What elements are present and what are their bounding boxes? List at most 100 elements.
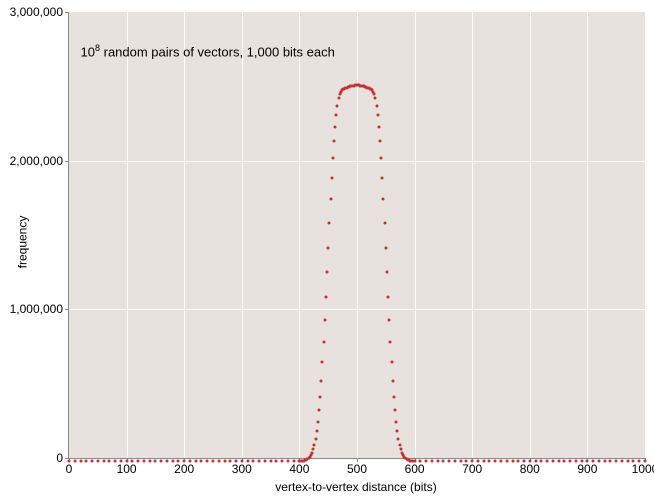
gridline-v bbox=[184, 12, 185, 458]
data-point bbox=[376, 113, 379, 116]
data-point bbox=[379, 139, 382, 142]
data-point bbox=[206, 459, 209, 462]
data-point bbox=[183, 459, 186, 462]
data-point bbox=[494, 459, 497, 462]
y-tick-label: 2,000,000 bbox=[10, 154, 63, 168]
data-point bbox=[546, 459, 549, 462]
data-point bbox=[323, 319, 326, 322]
data-point bbox=[375, 104, 378, 107]
data-point bbox=[392, 395, 395, 398]
data-point bbox=[391, 379, 394, 382]
data-point bbox=[258, 459, 261, 462]
x-tick-label: 900 bbox=[577, 462, 597, 476]
data-point bbox=[528, 459, 531, 462]
data-point bbox=[389, 341, 392, 344]
data-point bbox=[200, 459, 203, 462]
data-point bbox=[188, 459, 191, 462]
data-point bbox=[517, 459, 520, 462]
y-tick-mark bbox=[65, 309, 69, 310]
data-point bbox=[235, 459, 238, 462]
data-point bbox=[394, 409, 397, 412]
data-point bbox=[311, 451, 314, 454]
data-point bbox=[425, 459, 428, 462]
gridline-h bbox=[69, 161, 645, 162]
data-point bbox=[586, 459, 589, 462]
data-point bbox=[638, 459, 641, 462]
data-point bbox=[580, 459, 583, 462]
data-point bbox=[194, 459, 197, 462]
data-point bbox=[385, 271, 388, 274]
data-point bbox=[212, 459, 215, 462]
data-point bbox=[269, 459, 272, 462]
data-point bbox=[315, 430, 318, 433]
y-tick-label: 3,000,000 bbox=[10, 5, 63, 19]
x-tick-label: 0 bbox=[66, 462, 73, 476]
data-point bbox=[131, 459, 134, 462]
data-point bbox=[540, 459, 543, 462]
data-point bbox=[79, 459, 82, 462]
data-point bbox=[137, 459, 140, 462]
data-point bbox=[482, 459, 485, 462]
data-point bbox=[319, 395, 322, 398]
data-point bbox=[326, 271, 329, 274]
plot-area: 0100200300400500600700800900100001,000,0… bbox=[68, 12, 645, 459]
x-tick-label: 1000 bbox=[632, 462, 654, 476]
data-point bbox=[373, 92, 376, 95]
data-point bbox=[330, 176, 333, 179]
data-point bbox=[380, 156, 383, 159]
data-point bbox=[419, 459, 422, 462]
x-tick-label: 700 bbox=[462, 462, 482, 476]
data-point bbox=[471, 459, 474, 462]
y-tick-mark bbox=[65, 12, 69, 13]
data-point bbox=[322, 341, 325, 344]
data-point bbox=[142, 459, 145, 462]
data-point bbox=[557, 459, 560, 462]
data-point bbox=[68, 459, 71, 462]
data-point bbox=[96, 459, 99, 462]
y-tick-label: 1,000,000 bbox=[10, 302, 63, 316]
data-point bbox=[337, 97, 340, 100]
x-tick-label: 200 bbox=[174, 462, 194, 476]
y-tick-label: 0 bbox=[56, 451, 63, 465]
data-point bbox=[632, 459, 635, 462]
gridline-v bbox=[242, 12, 243, 458]
data-point bbox=[91, 459, 94, 462]
data-point bbox=[500, 459, 503, 462]
data-point bbox=[223, 459, 226, 462]
data-point bbox=[324, 295, 327, 298]
data-point bbox=[125, 459, 128, 462]
data-point bbox=[387, 295, 390, 298]
data-point bbox=[511, 459, 514, 462]
data-point bbox=[398, 443, 401, 446]
data-point bbox=[476, 459, 479, 462]
gridline-v bbox=[587, 12, 588, 458]
data-point bbox=[312, 448, 315, 451]
data-point bbox=[73, 459, 76, 462]
data-point bbox=[102, 459, 105, 462]
data-point bbox=[160, 459, 163, 462]
data-point bbox=[240, 459, 243, 462]
data-point bbox=[165, 459, 168, 462]
data-point bbox=[505, 459, 508, 462]
data-point bbox=[442, 459, 445, 462]
data-point bbox=[177, 459, 180, 462]
data-point bbox=[335, 113, 338, 116]
data-point bbox=[217, 459, 220, 462]
data-point bbox=[286, 459, 289, 462]
data-point bbox=[381, 176, 384, 179]
gridline-v bbox=[415, 12, 416, 458]
x-axis-label: vertex-to-vertex distance (bits) bbox=[275, 480, 436, 494]
data-point bbox=[563, 459, 566, 462]
y-tick-mark bbox=[65, 161, 69, 162]
gridline-v bbox=[472, 12, 473, 458]
data-point bbox=[390, 361, 393, 364]
x-tick-label: 400 bbox=[289, 462, 309, 476]
data-point bbox=[397, 437, 400, 440]
data-point bbox=[281, 459, 284, 462]
gridline-v bbox=[530, 12, 531, 458]
data-point bbox=[108, 459, 111, 462]
data-point bbox=[382, 198, 385, 201]
data-point bbox=[336, 104, 339, 107]
data-point bbox=[374, 97, 377, 100]
data-point bbox=[396, 430, 399, 433]
